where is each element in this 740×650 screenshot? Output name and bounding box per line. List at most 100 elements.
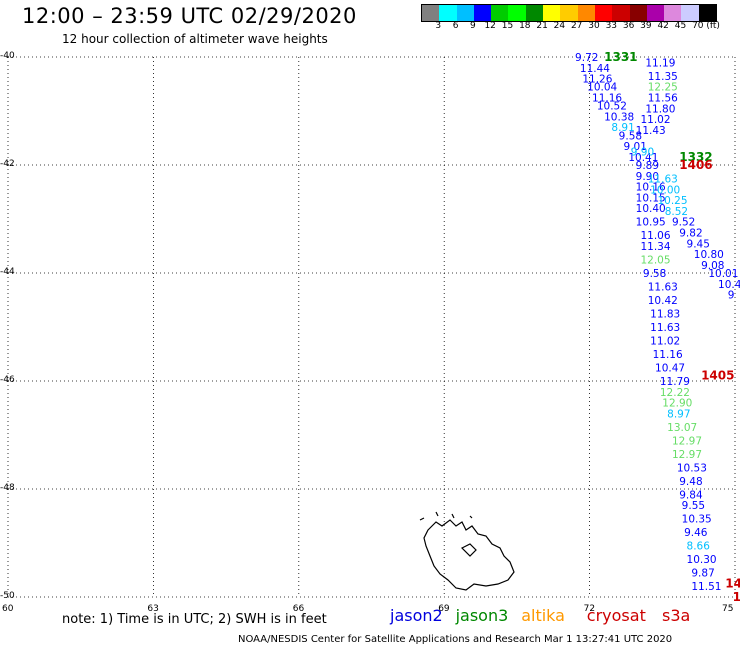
legend-tick-label: 24 <box>553 21 566 31</box>
wave-height-value: 11.80 <box>645 103 675 115</box>
wave-height-value: 10.01 <box>708 268 738 280</box>
wave-height-value: 9.90 <box>631 147 654 159</box>
wave-height-value: 9.82 <box>679 228 702 240</box>
legend-tick-label: 15 <box>501 21 514 31</box>
legend-swatch <box>525 5 544 21</box>
lon-label: 66 <box>292 604 305 614</box>
satellite-label-cryosat: cryosat <box>586 606 646 625</box>
wave-height-value: 10.04 <box>587 82 617 94</box>
wave-height-value: 11.02 <box>640 114 670 126</box>
wave-height-value: 9.48 <box>679 476 702 488</box>
wave-height-value: 10.15 <box>636 192 666 204</box>
pass-time-label: 1405 <box>701 369 734 383</box>
legend-tick-label: 39 <box>640 21 652 31</box>
wave-height-value: 9.72 <box>575 52 598 64</box>
wave-height-value: 11.16 <box>592 93 622 105</box>
legend-tick-label: 70 <box>692 21 704 31</box>
color-legend <box>421 4 718 22</box>
wave-height-value: 11.63 <box>650 322 680 334</box>
lat-label: -50 <box>0 591 15 601</box>
wave-height-value: 9.58 <box>619 130 642 142</box>
lon-label: 69 <box>438 604 450 614</box>
wave-height-value: 8.66 <box>687 541 711 553</box>
pass-time-label: 14 <box>725 577 740 591</box>
lat-label: -40 <box>0 51 15 61</box>
legend-swatch <box>698 5 717 21</box>
wave-height-values: 9.7211.4411.2610.0411.1610.5210.388.919.… <box>575 52 740 593</box>
wave-height-value: 9.89 <box>636 160 659 172</box>
pass-time-label: 1332 <box>679 150 712 164</box>
legend-swatch <box>473 5 492 21</box>
satellite-label-jason2: jason2 <box>390 606 443 625</box>
legend-swatch <box>577 5 595 21</box>
legend-tick-label: 30 <box>588 21 600 31</box>
legend-tick-label: 27 <box>570 21 583 31</box>
wave-height-value: 11.79 <box>660 376 690 388</box>
legend-swatch <box>664 5 682 21</box>
satellite-label-jason3: jason3 <box>455 606 509 625</box>
legend-tick-label: 9 <box>470 21 476 31</box>
wave-height-value: 11.34 <box>640 241 670 253</box>
legend-tick-label: 33 <box>605 21 618 31</box>
legend-swatch <box>543 5 561 21</box>
wave-height-value: 11.63 <box>648 174 678 186</box>
wave-height-value: 11.19 <box>645 57 675 69</box>
wave-height-value: 9.45 <box>687 238 710 250</box>
wave-height-value: 8.97 <box>667 408 690 420</box>
wave-height-value: 9.46 <box>684 527 708 539</box>
legend-swatch <box>439 5 457 21</box>
wave-height-value: 12.05 <box>640 255 670 267</box>
satellite-label-altika: altika <box>521 606 565 625</box>
wave-height-value: 11.83 <box>650 309 680 321</box>
lon-label: 60 <box>2 604 14 614</box>
legend-tick-label: 6 <box>452 21 459 31</box>
legend-tick-label: (ft) <box>706 21 720 31</box>
page-subtitle: 12 hour collection of altimeter wave hei… <box>62 32 328 46</box>
lat-label: -44 <box>0 267 15 277</box>
wave-height-value: 11.26 <box>582 74 612 86</box>
wave-height-value: 11.63 <box>648 282 678 294</box>
wave-height-value: 9.52 <box>672 217 695 229</box>
kerguelen-islands-outline <box>419 511 515 591</box>
wave-height-value: 9.08 <box>701 260 724 272</box>
wave-height-value: 10.52 <box>597 101 627 113</box>
wave-height-value: 9.84 <box>679 489 703 501</box>
wave-height-value: 10.53 <box>677 462 707 474</box>
wave-height-value: 9.55 <box>682 500 705 512</box>
wave-height-value: 10.00 <box>650 184 680 196</box>
lon-label: 63 <box>147 604 159 614</box>
satellite-label-s3a: s3a <box>662 606 691 625</box>
wave-height-value: 12.90 <box>662 398 692 410</box>
wave-height-value: 12.25 <box>648 82 678 94</box>
lat-label: -42 <box>0 159 15 169</box>
wave-height-value: 10.47 <box>655 363 685 375</box>
wave-height-value: 10.25 <box>657 195 687 207</box>
wave-height-value: 12.97 <box>672 449 702 461</box>
wave-height-value: 9 <box>728 290 735 302</box>
wave-height-value: 10.35 <box>682 514 712 526</box>
lat-label: -48 <box>0 483 15 493</box>
wave-height-value: 13.07 <box>667 422 697 434</box>
lon-label: 72 <box>583 604 596 614</box>
page-title: 12:00 – 23:59 UTC 02/29/2020 <box>22 4 357 28</box>
wave-height-value: 10.42 <box>648 295 678 307</box>
pass-time-label: 1406 <box>679 158 712 172</box>
legend-tick-label: 36 <box>622 21 635 31</box>
legend-swatch <box>681 5 699 21</box>
wave-height-value: 11.44 <box>580 63 610 75</box>
wave-height-value: 11.06 <box>640 230 670 242</box>
wave-height-value: 9.90 <box>636 171 659 183</box>
legend-swatch <box>560 5 578 21</box>
wave-height-value: 11.51 <box>691 581 721 593</box>
note-text: note: 1) Time is in UTC; 2) SWH is in fe… <box>62 612 327 627</box>
wave-height-value: 11.56 <box>648 93 678 105</box>
pass-time-label: 14 <box>733 590 740 604</box>
lat-label: -46 <box>0 375 15 385</box>
wave-height-value: 9.01 <box>624 141 647 153</box>
legend-tick-label: 18 <box>519 21 531 31</box>
wave-height-value: 8.91 <box>611 122 634 134</box>
wave-height-value: 11.02 <box>650 336 680 348</box>
wave-height-value: 10.41 <box>628 152 658 164</box>
wave-height-value: 10.40 <box>636 203 666 215</box>
